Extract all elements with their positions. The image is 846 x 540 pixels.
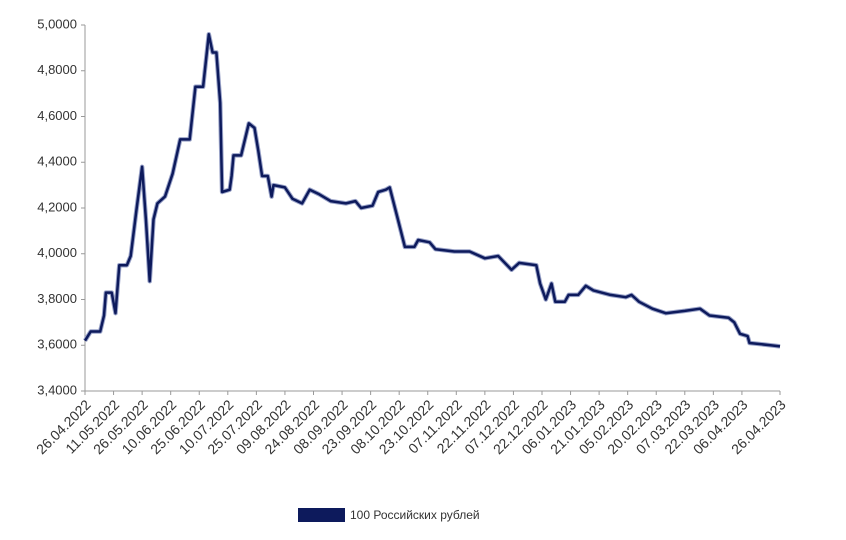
y-tick-label: 3,4000	[37, 382, 77, 397]
line-halo	[83, 31, 781, 349]
y-tick-label: 5,0000	[37, 16, 77, 31]
y-tick-label: 4,8000	[37, 62, 77, 77]
y-tick-label: 4,6000	[37, 108, 77, 123]
y-tick-label: 4,2000	[37, 199, 77, 214]
y-tick-label: 4,4000	[37, 154, 77, 169]
y-tick-label: 3,6000	[37, 337, 77, 352]
y-tick-label: 4,0000	[37, 245, 77, 260]
legend-swatch	[298, 508, 345, 522]
data-line	[83, 32, 781, 348]
legend-label: 100 Российских рублей	[350, 508, 480, 522]
y-tick-label: 3,8000	[37, 291, 77, 306]
